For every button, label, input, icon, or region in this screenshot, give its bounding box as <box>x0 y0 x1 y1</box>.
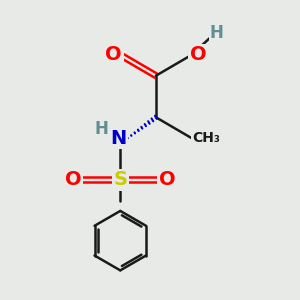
Text: O: O <box>190 45 206 64</box>
Text: H: H <box>210 25 224 43</box>
Text: H: H <box>94 120 108 138</box>
Text: O: O <box>105 45 122 64</box>
Text: N: N <box>111 129 127 148</box>
Text: O: O <box>159 170 175 189</box>
Text: S: S <box>113 170 127 189</box>
Text: CH₃: CH₃ <box>193 131 220 145</box>
Text: O: O <box>65 170 82 189</box>
